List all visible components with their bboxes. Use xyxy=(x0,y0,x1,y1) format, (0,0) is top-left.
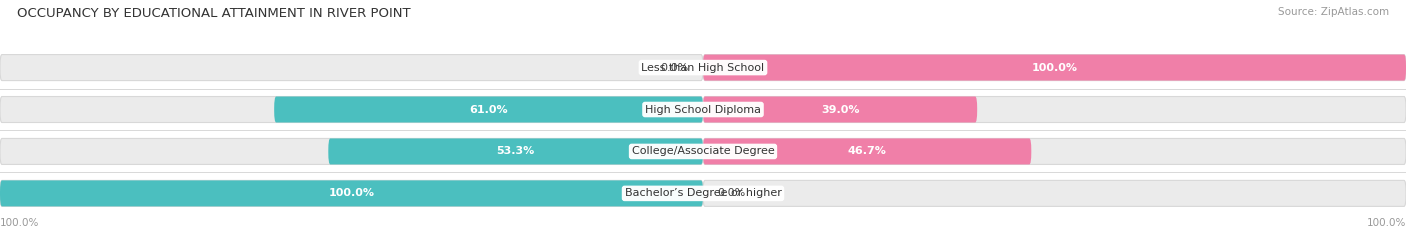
Text: OCCUPANCY BY EDUCATIONAL ATTAINMENT IN RIVER POINT: OCCUPANCY BY EDUCATIONAL ATTAINMENT IN R… xyxy=(17,7,411,20)
FancyBboxPatch shape xyxy=(0,96,703,123)
Text: 100.0%: 100.0% xyxy=(329,188,374,198)
FancyBboxPatch shape xyxy=(703,138,1032,164)
Text: College/Associate Degree: College/Associate Degree xyxy=(631,147,775,156)
FancyBboxPatch shape xyxy=(703,180,1406,206)
FancyBboxPatch shape xyxy=(0,55,703,81)
Text: Bachelor’s Degree or higher: Bachelor’s Degree or higher xyxy=(624,188,782,198)
Text: High School Diploma: High School Diploma xyxy=(645,105,761,114)
Text: 100.0%: 100.0% xyxy=(1367,218,1406,228)
FancyBboxPatch shape xyxy=(0,180,703,206)
Text: 39.0%: 39.0% xyxy=(821,105,859,114)
Text: Less than High School: Less than High School xyxy=(641,63,765,72)
Text: 0.0%: 0.0% xyxy=(717,188,745,198)
FancyBboxPatch shape xyxy=(274,96,703,123)
FancyBboxPatch shape xyxy=(703,138,1406,164)
Text: Source: ZipAtlas.com: Source: ZipAtlas.com xyxy=(1278,7,1389,17)
Text: 61.0%: 61.0% xyxy=(470,105,508,114)
Text: 0.0%: 0.0% xyxy=(661,63,689,72)
FancyBboxPatch shape xyxy=(703,55,1406,81)
FancyBboxPatch shape xyxy=(703,96,1406,123)
FancyBboxPatch shape xyxy=(703,55,1406,81)
Text: 100.0%: 100.0% xyxy=(1032,63,1077,72)
Text: 100.0%: 100.0% xyxy=(0,218,39,228)
FancyBboxPatch shape xyxy=(329,138,703,164)
Text: 53.3%: 53.3% xyxy=(496,147,534,156)
FancyBboxPatch shape xyxy=(0,138,703,164)
FancyBboxPatch shape xyxy=(703,96,977,123)
Text: 46.7%: 46.7% xyxy=(848,147,887,156)
FancyBboxPatch shape xyxy=(0,180,703,206)
